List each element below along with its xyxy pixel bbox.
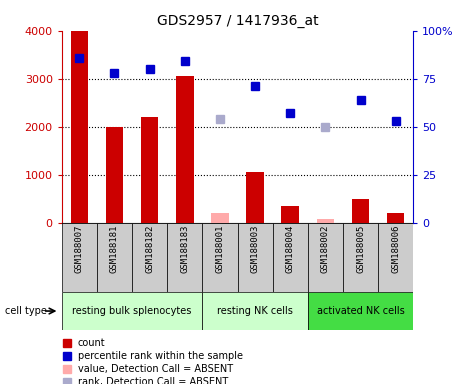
Bar	[378, 223, 413, 292]
Bar	[105, 127, 124, 223]
Text: GSM188006: GSM188006	[391, 225, 400, 273]
Text: cell type: cell type	[5, 306, 47, 316]
Bar	[62, 292, 202, 330]
Text: resting bulk splenocytes: resting bulk splenocytes	[72, 306, 192, 316]
Text: GSM188007: GSM188007	[75, 225, 84, 273]
Text: resting NK cells: resting NK cells	[217, 306, 293, 316]
Bar	[167, 223, 202, 292]
Bar	[176, 76, 194, 223]
Title: GDS2957 / 1417936_at: GDS2957 / 1417936_at	[157, 14, 318, 28]
Text: GSM188002: GSM188002	[321, 225, 330, 273]
Bar	[202, 292, 308, 330]
Text: value, Detection Call = ABSENT: value, Detection Call = ABSENT	[77, 364, 233, 374]
Bar	[352, 199, 369, 223]
Bar	[308, 292, 413, 330]
Bar	[62, 223, 97, 292]
Bar	[97, 223, 132, 292]
Bar	[273, 223, 308, 292]
Text: GSM188001: GSM188001	[216, 225, 224, 273]
Bar	[247, 172, 264, 223]
Bar	[238, 223, 273, 292]
Bar	[141, 117, 158, 223]
Bar	[211, 213, 228, 223]
Bar	[308, 223, 343, 292]
Bar	[387, 213, 404, 223]
Text: GSM188182: GSM188182	[145, 225, 154, 273]
Bar	[132, 223, 167, 292]
Bar	[316, 219, 334, 223]
Text: GSM188181: GSM188181	[110, 225, 119, 273]
Bar	[343, 223, 378, 292]
Text: rank, Detection Call = ABSENT: rank, Detection Call = ABSENT	[77, 377, 228, 384]
Bar	[281, 206, 299, 223]
Text: count: count	[77, 338, 105, 348]
Text: activated NK cells: activated NK cells	[317, 306, 404, 316]
Text: GSM188003: GSM188003	[251, 225, 259, 273]
Bar	[202, 223, 238, 292]
Text: GSM188005: GSM188005	[356, 225, 365, 273]
Text: GSM188183: GSM188183	[180, 225, 189, 273]
Text: percentile rank within the sample: percentile rank within the sample	[77, 351, 243, 361]
Text: GSM188004: GSM188004	[286, 225, 294, 273]
Bar	[71, 31, 88, 223]
